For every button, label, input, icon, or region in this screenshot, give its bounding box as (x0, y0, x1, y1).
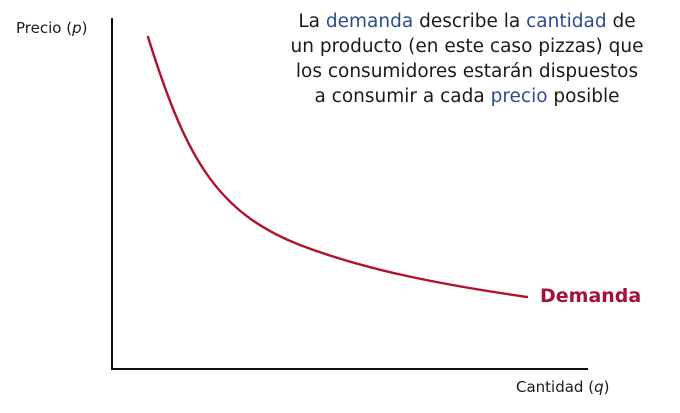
demand-curve (146, 35, 529, 299)
description-line: los consumidores estarán dispuestos (296, 61, 638, 82)
description-keyword: cantidad (526, 11, 606, 32)
description-line: La demanda describe la cantidad de (298, 11, 635, 32)
description-segment: los consumidores estarán dispuestos (296, 61, 638, 82)
description-segment: La (298, 11, 326, 32)
description-segment: describe la (413, 11, 526, 32)
description-line: un producto (en este caso pizzas) que (291, 36, 644, 57)
description-keyword: demanda (326, 11, 413, 32)
y-axis-label: Precio (p) (16, 19, 87, 37)
description-keyword: precio (491, 86, 548, 107)
x-axis-label-close: ) (604, 378, 610, 396)
demand-curve-label: Demanda (540, 285, 641, 307)
x-axis-label-text: Cantidad ( (516, 378, 594, 396)
x-axis-variable: q (594, 378, 604, 396)
description-line: a consumir a cada precio posible (314, 86, 619, 107)
description-segment: de (607, 11, 636, 32)
y-axis-variable: p (71, 19, 82, 37)
description-segment: a consumir a cada (314, 86, 490, 107)
x-axis-label: Cantidad (q) (516, 378, 609, 396)
description-segment: un producto (en este caso pizzas) que (291, 36, 644, 57)
description-segment: posible (548, 86, 620, 107)
y-axis-label-close: ) (82, 19, 88, 37)
y-axis-label-text: Precio ( (16, 19, 72, 37)
description-text: La demanda describe la cantidad de un pro… (291, 11, 644, 107)
demand-curve-label-text: Demanda (540, 285, 641, 307)
